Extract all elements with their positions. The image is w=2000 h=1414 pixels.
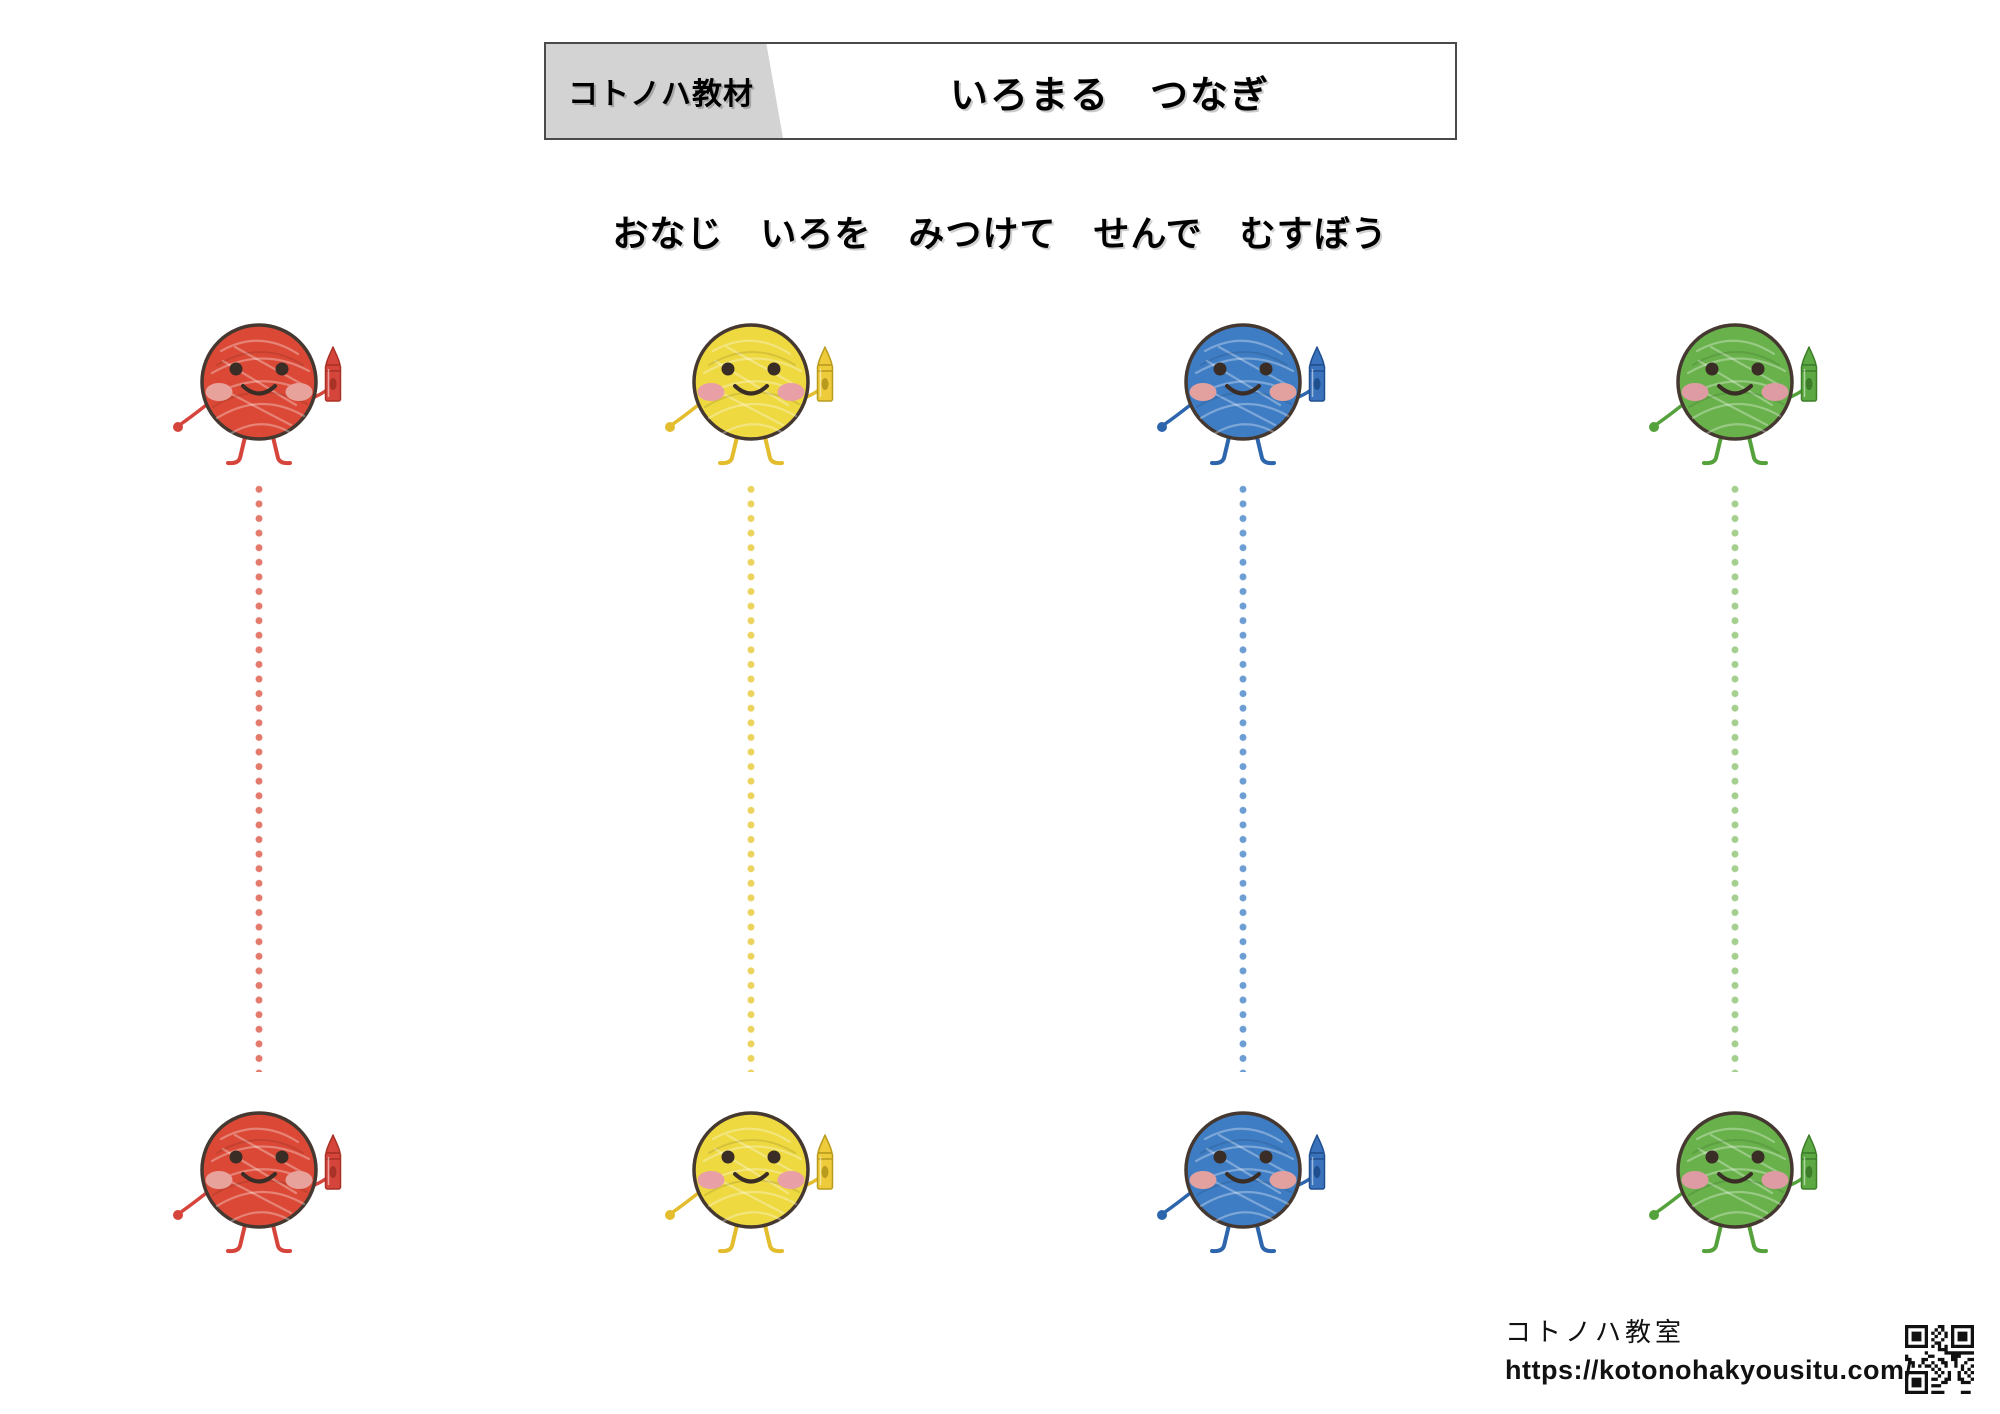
instruction-text: おなじ いろを みつけて せんで むすぼう [612, 213, 1388, 254]
brand-label: コトノハ教材 [568, 78, 754, 111]
site-name: コトノハ教室 [1505, 1318, 1686, 1347]
footer: コトノハ教室 https://kotonohakyousitu.com/ [1505, 1312, 1913, 1386]
red-dotted-line [255, 482, 263, 1072]
header-box: コトノハ教材 いろまる つなぎ [544, 42, 1457, 140]
qr-code [1905, 1325, 1974, 1394]
green-circle-character-top [1633, 307, 1853, 487]
column-yellow [651, 0, 851, 1300]
green-circle-character-bottom [1633, 1095, 1853, 1275]
red-circle-character-bottom [157, 1095, 377, 1275]
yellow-circle-character-bottom [649, 1095, 869, 1275]
column-red [159, 0, 359, 1300]
green-dotted-line [1731, 482, 1739, 1072]
brand-tab: コトノハ教材 [546, 44, 783, 138]
column-blue [1143, 0, 1343, 1300]
blue-circle-character-bottom [1141, 1095, 1361, 1275]
blue-dotted-line [1239, 482, 1247, 1072]
blue-circle-character-top [1141, 307, 1361, 487]
red-circle-character-top [157, 307, 377, 487]
column-green [1635, 0, 1835, 1300]
yellow-circle-character-top [649, 307, 869, 487]
page-title: いろまる つなぎ [950, 74, 1271, 117]
site-url: https://kotonohakyousitu.com/ [1505, 1355, 1913, 1385]
yellow-dotted-line [747, 482, 755, 1072]
